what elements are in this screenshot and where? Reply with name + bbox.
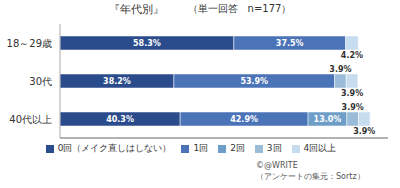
svg-text:37.5%: 37.5% <box>276 39 304 48</box>
svg-text:38.2%: 38.2% <box>103 77 131 86</box>
svg-text:13.0%: 13.0% <box>314 115 342 124</box>
svg-text:58.3%: 58.3% <box>133 39 161 48</box>
html-text:（単一回答 n=177）: （単一回答 n=177） <box>187 3 292 14</box>
svg-text:3.9%: 3.9% <box>353 127 375 136</box>
html-text:4回以上: 4回以上 <box>303 143 337 153</box>
svg-text:3.9%: 3.9% <box>329 65 351 74</box>
svg-text:4.2%: 4.2% <box>341 51 363 60</box>
html-text:『年代別』: 『年代別』 <box>108 2 164 16</box>
html-text:©@WRITE: ©@WRITE <box>256 161 298 170</box>
svg-text:40.3%: 40.3% <box>106 115 134 124</box>
html-text:（アンケートの集元：Sortz）: （アンケートの集元：Sortz） <box>256 172 365 181</box>
svg-text:3.9%: 3.9% <box>341 89 363 98</box>
svg-text:42.9%: 42.9% <box>230 115 258 124</box>
html-text:2回: 2回 <box>230 143 245 153</box>
html-text:3回: 3回 <box>266 143 282 153</box>
svg-text:40代以上: 40代以上 <box>9 114 52 125</box>
svg-text:53.9%: 53.9% <box>240 77 268 86</box>
html-text:1回: 1回 <box>193 143 209 153</box>
svg-text:18～29歳: 18～29歳 <box>8 38 52 49</box>
svg-text:3.9%: 3.9% <box>342 103 364 112</box>
html-text:0回（メイク直しはしない）: 0回（メイク直しはしない） <box>57 143 172 153</box>
svg-text:30代: 30代 <box>29 76 52 87</box>
